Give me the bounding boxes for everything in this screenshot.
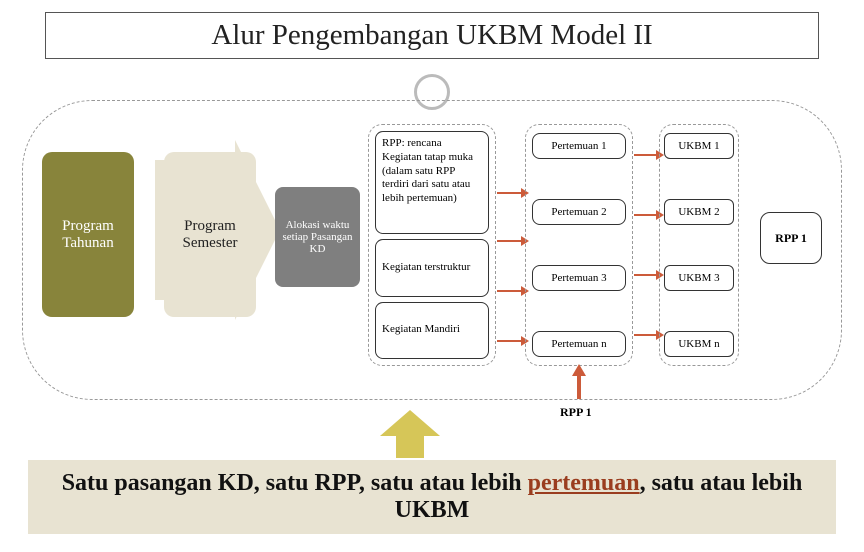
footer-text: Satu pasangan KD, satu RPP, satu atau le…: [62, 470, 528, 496]
connector: [634, 274, 658, 276]
pertemuan-box: Pertemuan n: [532, 331, 626, 357]
up-arrow-icon: [572, 364, 586, 376]
ukbm-box: UKBM 3: [664, 265, 734, 291]
node-program-semester: Program Semester: [164, 152, 256, 317]
ukbm-box: UKBM 2: [664, 199, 734, 225]
connector: [497, 240, 523, 242]
rpp1-label: RPP 1: [560, 405, 592, 420]
up-arrow-stem: [577, 374, 581, 399]
footer-statement: Satu pasangan KD, satu RPP, satu atau le…: [28, 460, 836, 534]
ukbm-box: UKBM n: [664, 331, 734, 357]
connector: [497, 340, 523, 342]
ukbm-box: UKBM 1: [664, 133, 734, 159]
pertemuan-box: Pertemuan 1: [532, 133, 626, 159]
node-alokasi-waktu: Alokasi waktu setiap Pasangan KD: [275, 187, 360, 287]
pertemuan-group: Pertemuan 1 Pertemuan 2 Pertemuan 3 Pert…: [525, 124, 633, 366]
rpp-box-mandiri: Kegiatan Mandiri: [375, 302, 489, 360]
node-program-tahunan: Program Tahunan: [42, 152, 134, 317]
pertemuan-box: Pertemuan 2: [532, 199, 626, 225]
connector: [634, 214, 658, 216]
node-rpp1: RPP 1: [760, 212, 822, 264]
connector: [634, 154, 658, 156]
footer-underline: pertemuan: [528, 470, 640, 496]
rpp-box-tatap-muka: RPP: rencana Kegiatan tatap muka (dalam …: [375, 131, 489, 234]
ukbm-group: UKBM 1 UKBM 2 UKBM 3 UKBM n: [659, 124, 739, 366]
rpp-box-terstruktur: Kegiatan terstruktur: [375, 239, 489, 297]
rpp-group: RPP: rencana Kegiatan tatap muka (dalam …: [368, 124, 496, 366]
connector: [497, 290, 523, 292]
connector: [634, 334, 658, 336]
connector: [497, 192, 523, 194]
page-title: Alur Pengembangan UKBM Model II: [45, 12, 819, 59]
pertemuan-box: Pertemuan 3: [532, 265, 626, 291]
